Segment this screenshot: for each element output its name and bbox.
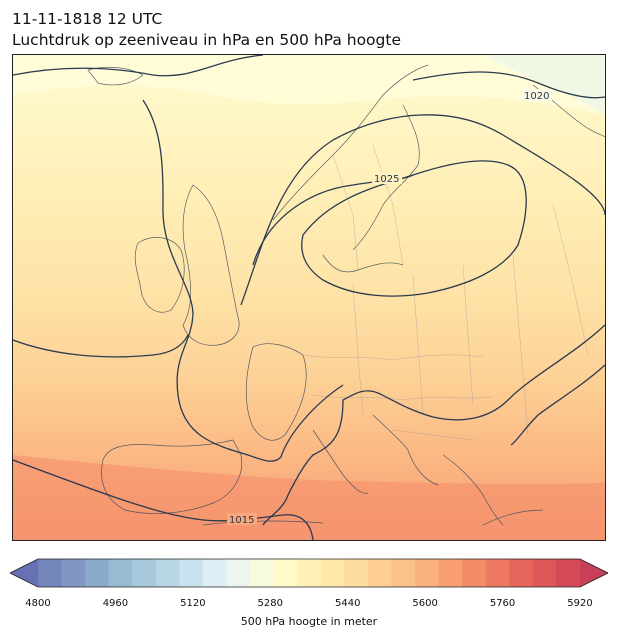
isobar-1020-northeast: [412, 71, 605, 99]
colorbar-extend-low: [10, 559, 38, 587]
colorbar-cell: [132, 559, 157, 587]
colorbar-tick-label: 4960: [102, 598, 129, 609]
colorbar-cell: [532, 559, 557, 587]
colorbar-cell: [297, 559, 322, 587]
isobar-label-1025: 1025: [374, 174, 399, 185]
colorbar-tick-label: 5760: [489, 598, 516, 609]
colorbar-cell: [320, 559, 345, 587]
colorbar-tick-label: 5920: [567, 598, 593, 609]
colorbar-cell: [61, 559, 86, 587]
isobar-1020-west: [142, 99, 344, 462]
colorbar-cell: [367, 559, 392, 587]
isobar-1020-southeast: [510, 364, 605, 446]
colorbar-tick-label: 5600: [412, 598, 438, 609]
colorbar-cell: [85, 559, 110, 587]
map-subtitle: Luchtdruk op zeeniveau in hPa en 500 hPa…: [12, 31, 401, 49]
height-band-northeast: [483, 55, 605, 115]
colorbar-cell: [250, 559, 275, 587]
isobar-labels: 1020 1025 1015: [227, 89, 552, 526]
map-canvas: 1020 1025 1015: [13, 55, 605, 540]
colorbar-cell: [485, 559, 510, 587]
colorbar-cell: [202, 559, 228, 587]
colorbar-cell: [38, 559, 63, 587]
height-band-north: [13, 55, 605, 115]
colorbar-extend-high: [580, 559, 608, 587]
isobar-1020-eastern: [262, 324, 605, 526]
isobar-label-1020: 1020: [524, 91, 549, 102]
colorbar-cell: [226, 559, 251, 587]
colorbar-cell: [108, 559, 133, 587]
colorbar: [10, 558, 608, 588]
colorbar-tick-label: 5120: [180, 598, 206, 609]
borders: [302, 144, 589, 441]
colorbar-cell: [509, 559, 534, 587]
colorbar-cell: [179, 559, 204, 587]
colorbar-cell: [415, 559, 440, 587]
colorbar-outline: [10, 558, 608, 588]
colorbar-cell: [273, 559, 298, 587]
map-panel: 1020 1025 1015: [12, 54, 606, 541]
isobar-south-west: [13, 334, 189, 358]
colorbar-cell: [155, 559, 180, 587]
colorbar-cell: [556, 559, 581, 587]
colorbar-cell: [391, 559, 416, 587]
coastlines: [87, 64, 605, 526]
height-band-south: [13, 455, 605, 540]
colorbar-tick-label: 4800: [25, 598, 51, 609]
colorbar-cell: [462, 559, 487, 587]
colorbar-tick-label: 5280: [257, 598, 284, 609]
isobar-label-1015: 1015: [229, 515, 254, 526]
isobar-1020-north: [13, 55, 264, 77]
map-title: 11-11-1818 12 UTC: [12, 10, 163, 28]
colorbar-cell: [438, 559, 463, 587]
colorbar-label: 500 hPa hoogte in meter: [240, 615, 378, 628]
colorbar-tick-label: 5440: [334, 598, 361, 609]
isobar-1015: [13, 459, 314, 540]
isobar-1020-main: [240, 114, 605, 306]
colorbar-cell: [344, 559, 369, 587]
